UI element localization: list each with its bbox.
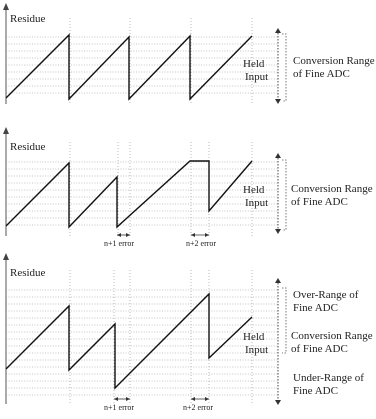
n2-error-arrow	[191, 397, 209, 401]
n1-error-label: n+1 error	[104, 239, 134, 248]
vertical-grid	[69, 142, 253, 236]
range-bracket	[282, 159, 287, 231]
panel-3: Residue Held Input Over-Range of Fine AD…	[3, 253, 373, 412]
conversion-range-line2: of Fine ADC	[291, 343, 348, 355]
residue-sawtooth	[5, 33, 253, 101]
n1-error-label: n+1 error	[104, 403, 134, 412]
input-label: Input	[245, 344, 268, 356]
residue-label: Residue	[10, 13, 46, 25]
conversion-range-line1: Conversion Range	[293, 55, 375, 67]
n1-error-arrow	[114, 397, 130, 401]
over-range-line1: Over-Range of	[293, 289, 359, 301]
held-label: Held	[243, 184, 265, 196]
n2-error-arrow	[191, 233, 209, 237]
horizontal-grid	[6, 289, 278, 396]
held-label: Held	[243, 58, 265, 70]
range-bracket	[282, 33, 287, 102]
n2-error-label: n+2 error	[186, 239, 216, 248]
residue-label: Residue	[10, 267, 46, 279]
range-bracket	[282, 287, 287, 354]
n1-error-arrow	[117, 233, 130, 237]
conversion-range-line2: of Fine ADC	[291, 196, 348, 208]
over-range-line2: Fine ADC	[293, 302, 338, 314]
horizontal-grid	[6, 161, 278, 226]
panel-1: Residue Held Input Conversion Range of F…	[3, 3, 375, 104]
n2-error-label: n+2 error	[183, 403, 213, 412]
residue-sawtooth	[5, 292, 253, 390]
under-range-line2: Fine ADC	[293, 385, 338, 397]
vertical-grid	[69, 18, 253, 104]
conversion-range-line1: Conversion Range	[291, 330, 373, 342]
held-label: Held	[243, 331, 265, 343]
y-axis-arrow	[3, 127, 9, 134]
under-range-line1: Under-Range of	[293, 372, 364, 384]
y-axis-arrow	[3, 3, 9, 10]
panel-2: Residue Held Input Conversion Range of F…	[3, 127, 373, 248]
y-axis-arrow	[3, 253, 9, 260]
input-label: Input	[245, 71, 268, 83]
conversion-range-line2: of Fine ADC	[293, 68, 350, 80]
conversion-range-line1: Conversion Range	[291, 183, 373, 195]
horizontal-grid	[6, 36, 278, 94]
residue-sawtooth	[5, 160, 253, 229]
input-label: Input	[245, 197, 268, 209]
residue-label: Residue	[10, 141, 46, 153]
